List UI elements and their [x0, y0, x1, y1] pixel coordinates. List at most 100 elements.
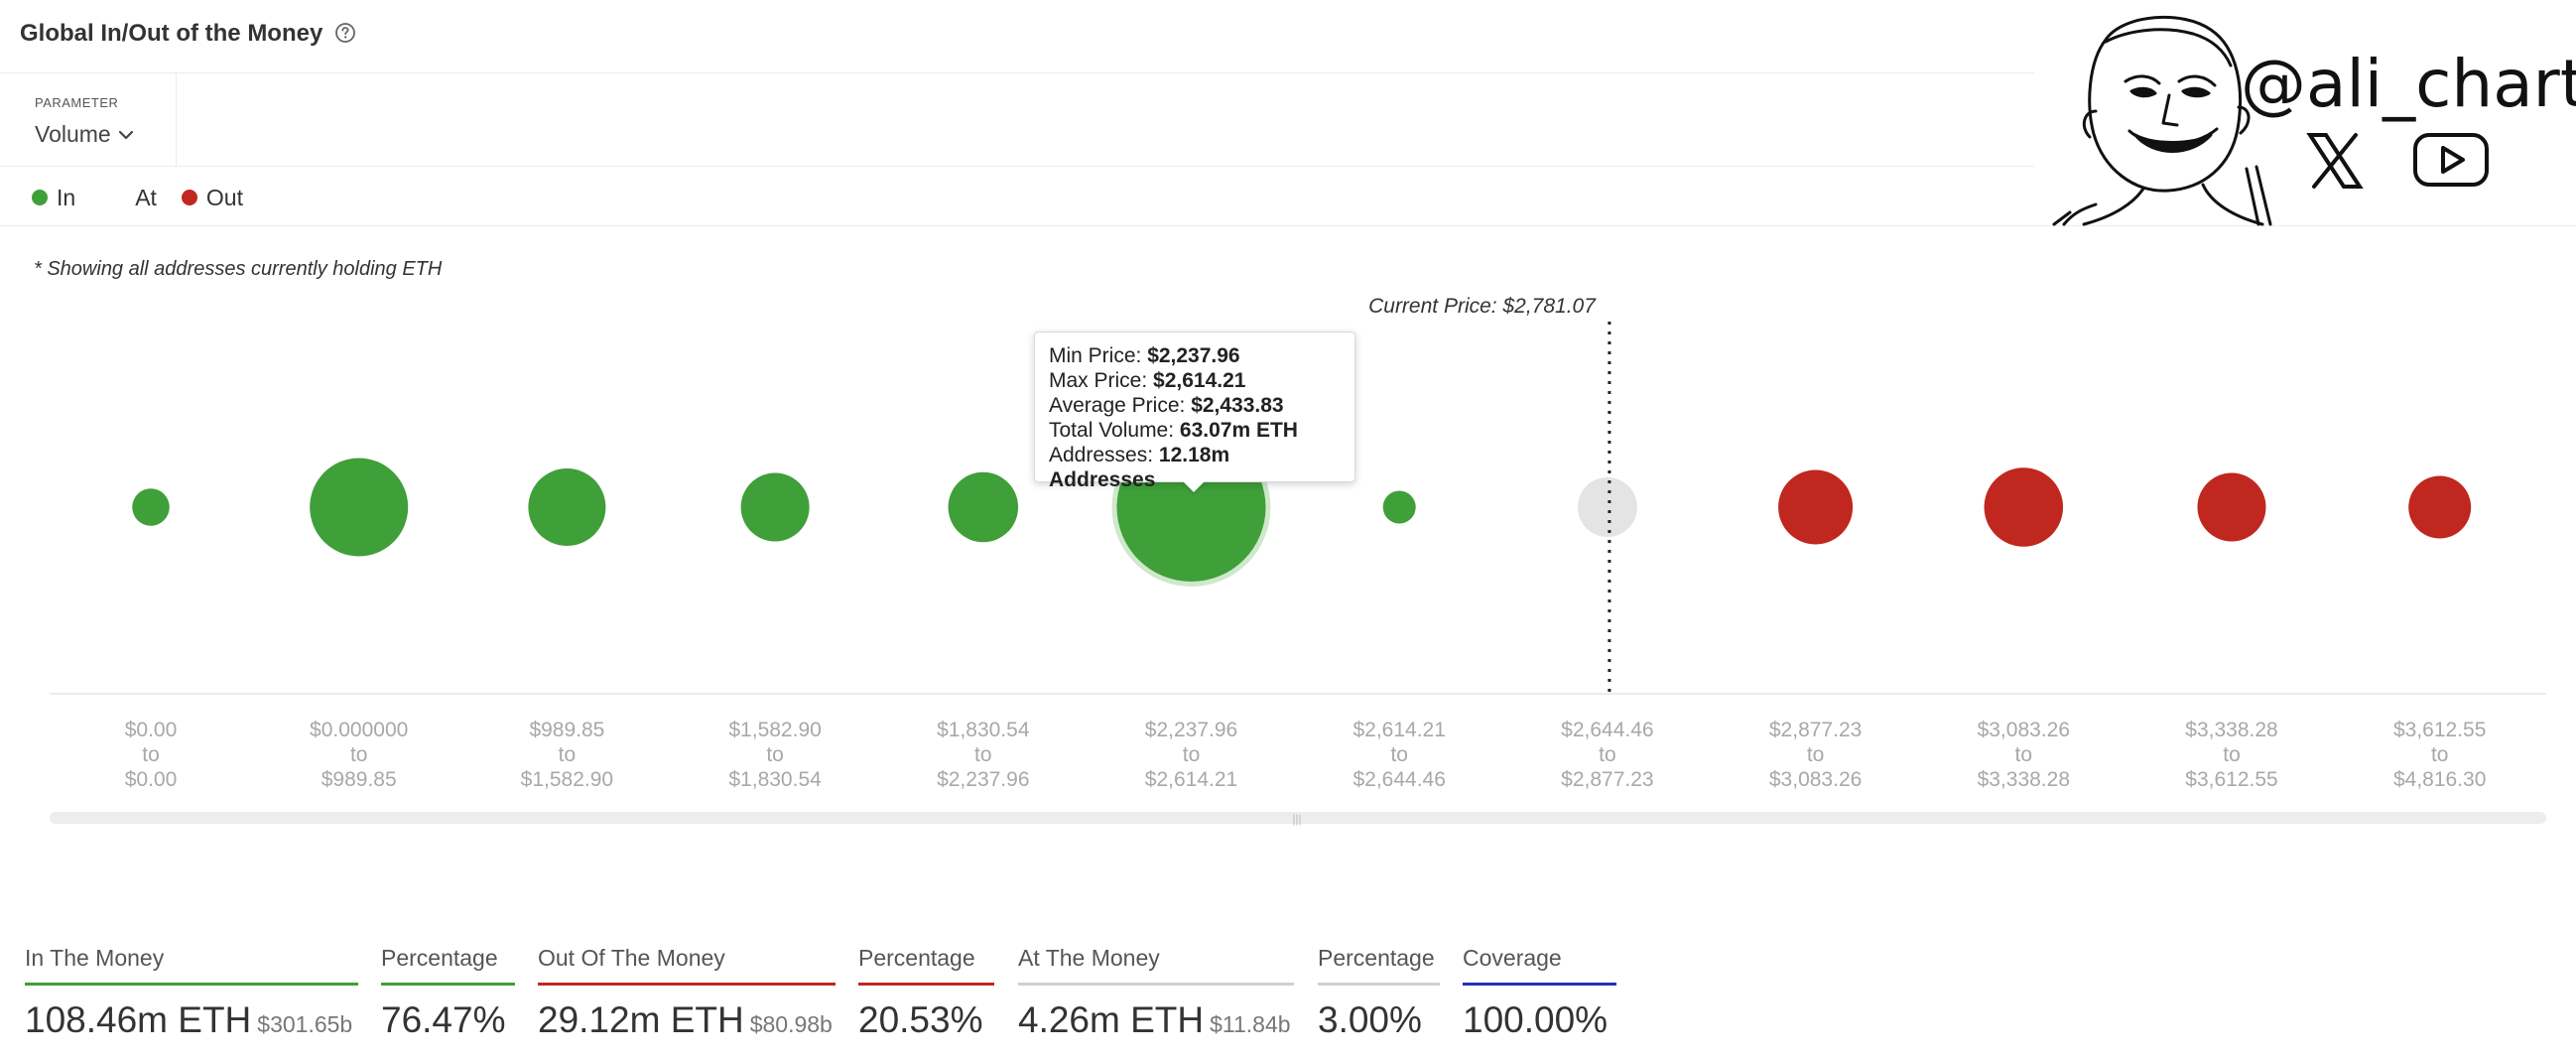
x-tick-label: to	[2223, 743, 2241, 766]
bubble-out[interactable]	[1984, 467, 2064, 547]
divider	[0, 166, 2034, 167]
stat-value: 3.00%	[1318, 999, 1422, 1040]
legend-label-out: Out	[205, 184, 243, 210]
x-tick-label: $3,338.28	[2185, 719, 2277, 741]
x-tick-label: $2,237.96	[1145, 719, 1237, 741]
divider	[0, 225, 2576, 226]
bubble-in[interactable]	[528, 468, 606, 546]
stat-in-the-money: In The Money 108.46m ETH $301.65b	[25, 943, 358, 1041]
x-tick-label: to	[1599, 743, 1616, 766]
stat-at-the-money: At The Money 4.26m ETH $11.84b	[1018, 943, 1294, 1041]
page-title: Global In/Out of the Money	[20, 20, 323, 47]
tooltip-row: Average Price: $2,433.83	[1049, 394, 1284, 417]
stat-in-percentage: Percentage 76.47%	[381, 943, 515, 1041]
question-circle-icon[interactable]	[334, 22, 356, 44]
x-tick-label: $2,877.23	[1769, 719, 1862, 741]
x-tick-label: $2,614.21	[1352, 719, 1445, 741]
parameter-panel	[0, 73, 177, 167]
x-tick-label: to	[559, 743, 577, 766]
legend-label-at: At	[135, 184, 157, 210]
bubble-in[interactable]	[948, 471, 1019, 543]
x-tick-label: to	[2431, 743, 2449, 766]
stat-value: 100.00%	[1463, 999, 1609, 1040]
legend-dot-in	[32, 190, 48, 205]
chevron-down-icon	[118, 130, 133, 139]
stat-label: Out Of The Money	[538, 945, 725, 971]
bubble-out[interactable]	[2197, 472, 2266, 542]
stat-value: 76.47%	[381, 999, 506, 1040]
x-tick-label: $0.00	[125, 719, 178, 741]
x-tick-label: $1,830.54	[728, 768, 822, 791]
x-tick-label: $0.000000	[310, 719, 408, 741]
x-tick-label: $1,830.54	[937, 719, 1030, 741]
x-tick-label: $989.85	[322, 768, 397, 791]
stat-bar	[25, 983, 358, 986]
x-tick-label: to	[142, 743, 160, 766]
x-tick-label: to	[1807, 743, 1825, 766]
stat-coverage: Coverage 100.00%	[1463, 943, 1616, 1041]
legend-item-in[interactable]: In	[32, 185, 75, 211]
stat-label: Percentage	[858, 945, 975, 971]
bubble-in[interactable]	[310, 458, 409, 557]
stat-value: 29.12m ETH $80.98b	[538, 999, 833, 1040]
x-tick-label: to	[766, 743, 784, 766]
header-bar: Global In/Out of the Money	[0, 0, 2034, 73]
stat-value: 4.26m ETH $11.84b	[1018, 999, 1291, 1040]
x-tick-label: $2,614.21	[1145, 768, 1237, 791]
stat-label: Percentage	[381, 945, 498, 971]
x-tick-label: $2,237.96	[937, 768, 1029, 791]
legend-item-at[interactable]: At	[135, 185, 157, 211]
x-tick-label: $3,338.28	[1978, 768, 2070, 791]
stat-out-of-the-money: Out Of The Money 29.12m ETH $80.98b	[538, 943, 836, 1041]
legend-label-in: In	[57, 184, 76, 210]
parameter-label: PARAMETER	[35, 95, 119, 110]
tooltip-row: Max Price: $2,614.21	[1049, 369, 1246, 392]
x-logo-icon	[2306, 133, 2364, 189]
bubble-out[interactable]	[1778, 469, 1854, 545]
x-tick-label: to	[350, 743, 368, 766]
x-tick-label: $3,083.26	[1769, 768, 1862, 791]
stat-label: At The Money	[1018, 945, 1160, 971]
legend-item-out[interactable]: Out	[181, 184, 243, 211]
x-tick-label: $3,612.55	[2393, 719, 2486, 741]
tooltip-arrow	[1183, 481, 1205, 492]
stat-bar	[1463, 983, 1616, 986]
stat-bar	[1318, 983, 1440, 986]
stat-label: Coverage	[1463, 945, 1562, 971]
stat-bar	[538, 983, 836, 986]
parameter-value: Volume	[35, 121, 111, 147]
current-price-label: Current Price: $2,781.07	[1368, 295, 1597, 318]
branding-handle: @ali_charts	[2241, 46, 2576, 122]
iomap-chart: $0.00to$0.00$0.000000to$989.85$989.85to$…	[50, 295, 2546, 826]
x-tick-label: $3,612.55	[2185, 768, 2277, 791]
stat-value: 108.46m ETH $301.65b	[25, 999, 353, 1040]
x-tick-label: $2,644.46	[1561, 719, 1653, 741]
parameter-select[interactable]: Volume	[35, 121, 135, 148]
summary-stats: In The Money 108.46m ETH $301.65b Percent…	[0, 943, 2576, 1058]
horizontal-scrollbar[interactable]	[50, 812, 2546, 824]
x-tick-label: to	[1390, 743, 1408, 766]
bubble-in[interactable]	[1382, 490, 1416, 524]
stat-out-percentage: Percentage 20.53%	[858, 943, 994, 1041]
bubble-in[interactable]	[132, 488, 170, 526]
x-tick-label: $0.00	[125, 768, 178, 791]
bubble-out[interactable]	[2408, 475, 2472, 539]
x-tick-label: $1,582.90	[728, 719, 821, 741]
bubble-at[interactable]	[1577, 477, 1637, 537]
tooltip-row: Min Price: $2,237.96	[1049, 344, 1240, 367]
x-tick-label: to	[1183, 743, 1201, 766]
bubble-in[interactable]	[740, 472, 810, 542]
x-tick-label: $2,877.23	[1561, 768, 1653, 791]
scrollbar-grip-icon: |||	[1292, 812, 1301, 826]
stat-bar	[858, 983, 994, 986]
x-tick-label: $989.85	[529, 719, 604, 741]
x-tick-label: to	[974, 743, 992, 766]
x-tick-label: $2,644.46	[1352, 768, 1445, 791]
cartoon-face-logo	[2052, 15, 2489, 226]
legend-dot-out	[181, 190, 197, 205]
stat-label: In The Money	[25, 945, 165, 971]
x-tick-label: $1,582.90	[521, 768, 613, 791]
bin-tooltip: Min Price: $2,237.96 Max Price: $2,614.2…	[1034, 331, 1355, 491]
x-tick-label: $4,816.30	[2393, 768, 2486, 791]
tooltip-row: Total Volume: 63.07m ETH	[1049, 419, 1298, 442]
